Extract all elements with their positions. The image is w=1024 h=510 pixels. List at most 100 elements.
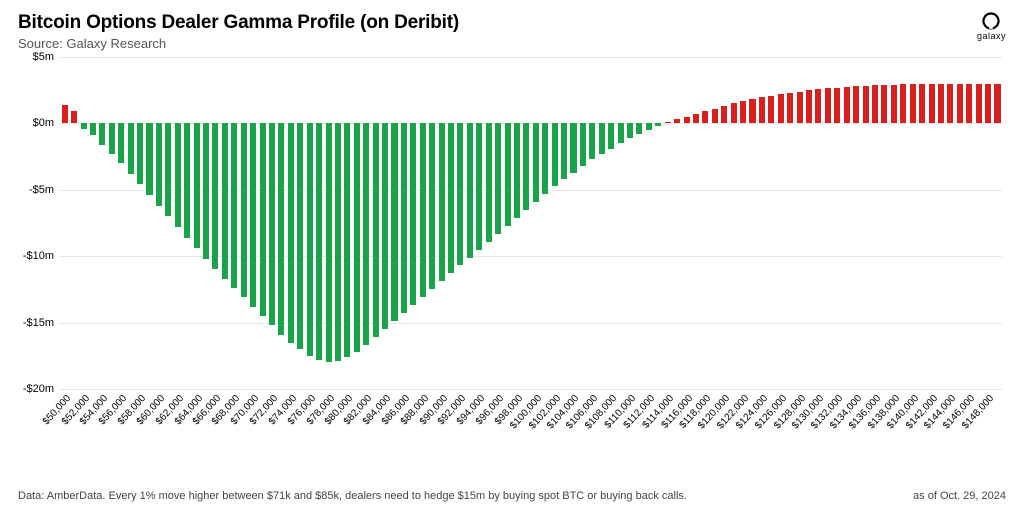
bar-slot — [965, 57, 974, 389]
bar-slot — [512, 57, 521, 389]
y-tick-label: -$10m — [23, 250, 54, 262]
bar-slot — [597, 57, 606, 389]
bar-slot — [484, 57, 493, 389]
bar-slot — [60, 57, 69, 389]
bar-slot — [559, 57, 568, 389]
bar-slot — [503, 57, 512, 389]
bar — [684, 117, 690, 124]
chart-footer: Data: AmberData. Every 1% move higher be… — [18, 490, 1006, 502]
bar-slot — [258, 57, 267, 389]
bar-slot — [399, 57, 408, 389]
bar — [203, 123, 209, 258]
bar-slot — [475, 57, 484, 389]
bar-slot — [117, 57, 126, 389]
bar-slot — [343, 57, 352, 389]
bar-slot — [701, 57, 710, 389]
y-tick-label: $5m — [33, 51, 54, 63]
bar-slot — [362, 57, 371, 389]
bar — [128, 123, 134, 173]
bar — [787, 93, 793, 124]
bar-slot — [380, 57, 389, 389]
bar-slot — [69, 57, 78, 389]
bar — [834, 88, 840, 124]
bar-slot — [333, 57, 342, 389]
bar — [636, 123, 642, 134]
bar — [194, 123, 200, 248]
bar — [693, 114, 699, 123]
chart-title: Bitcoin Options Dealer Gamma Profile (on… — [18, 12, 459, 34]
bar — [929, 84, 935, 124]
bar — [806, 90, 812, 123]
bar — [81, 123, 87, 128]
chart-header: Bitcoin Options Dealer Gamma Profile (on… — [18, 12, 1006, 51]
y-tick-label: -$5m — [29, 184, 54, 196]
bar — [109, 123, 115, 154]
bar-slot — [248, 57, 257, 389]
footer-date: as of Oct. 29, 2024 — [913, 490, 1006, 502]
bar — [401, 123, 407, 313]
bar — [99, 123, 105, 144]
bar-slot — [437, 57, 446, 389]
bar-slot — [446, 57, 455, 389]
bar-slot — [795, 57, 804, 389]
bar-slot — [654, 57, 663, 389]
bar — [561, 123, 567, 179]
bar-slot — [993, 57, 1002, 389]
x-tick-slot: $148,000 — [983, 389, 992, 457]
bar-slot — [974, 57, 983, 389]
bar — [985, 84, 991, 124]
plot: -$20m-$15m-$10m-$5m$0m$5m $50,000$52,000… — [18, 57, 1006, 457]
bar — [118, 123, 124, 163]
bar-slot — [889, 57, 898, 389]
bar — [589, 123, 595, 159]
bar — [307, 123, 313, 355]
bar-slot — [785, 57, 794, 389]
x-tick-slot — [993, 389, 1002, 457]
bar-slot — [182, 57, 191, 389]
bar-slot — [710, 57, 719, 389]
bar — [768, 96, 774, 124]
bar — [900, 84, 906, 123]
bar — [344, 123, 350, 357]
bar — [495, 123, 501, 233]
bar — [957, 84, 963, 124]
bar — [260, 123, 266, 316]
bar-slot — [427, 57, 436, 389]
bar-slot — [173, 57, 182, 389]
bar — [297, 123, 303, 349]
bar — [938, 84, 944, 124]
bar — [552, 123, 558, 185]
bar-slot — [682, 57, 691, 389]
bar-slot — [230, 57, 239, 389]
bar-slot — [823, 57, 832, 389]
bar-slot — [522, 57, 531, 389]
bar — [853, 86, 859, 123]
bar-slot — [456, 57, 465, 389]
bar — [872, 85, 878, 123]
bar — [825, 88, 831, 123]
bar-slot — [936, 57, 945, 389]
galaxy-logo-text: galaxy — [977, 31, 1006, 41]
bar — [815, 89, 821, 124]
title-block: Bitcoin Options Dealer Gamma Profile (on… — [18, 12, 459, 51]
bar — [740, 101, 746, 124]
bar — [288, 123, 294, 342]
bar-slot — [917, 57, 926, 389]
bar-slot — [352, 57, 361, 389]
bar — [844, 87, 850, 124]
bar — [721, 106, 727, 123]
bar — [514, 123, 520, 217]
bar-slot — [390, 57, 399, 389]
bar — [919, 84, 925, 123]
bar-slot — [927, 57, 936, 389]
y-tick-label: -$15m — [23, 317, 54, 329]
bar-slot — [757, 57, 766, 389]
bar — [712, 109, 718, 124]
bar-slot — [98, 57, 107, 389]
bar — [778, 94, 784, 123]
bar — [165, 123, 171, 216]
bar — [966, 84, 972, 124]
bar-slot — [126, 57, 135, 389]
bar — [71, 111, 77, 123]
bar-slot — [418, 57, 427, 389]
